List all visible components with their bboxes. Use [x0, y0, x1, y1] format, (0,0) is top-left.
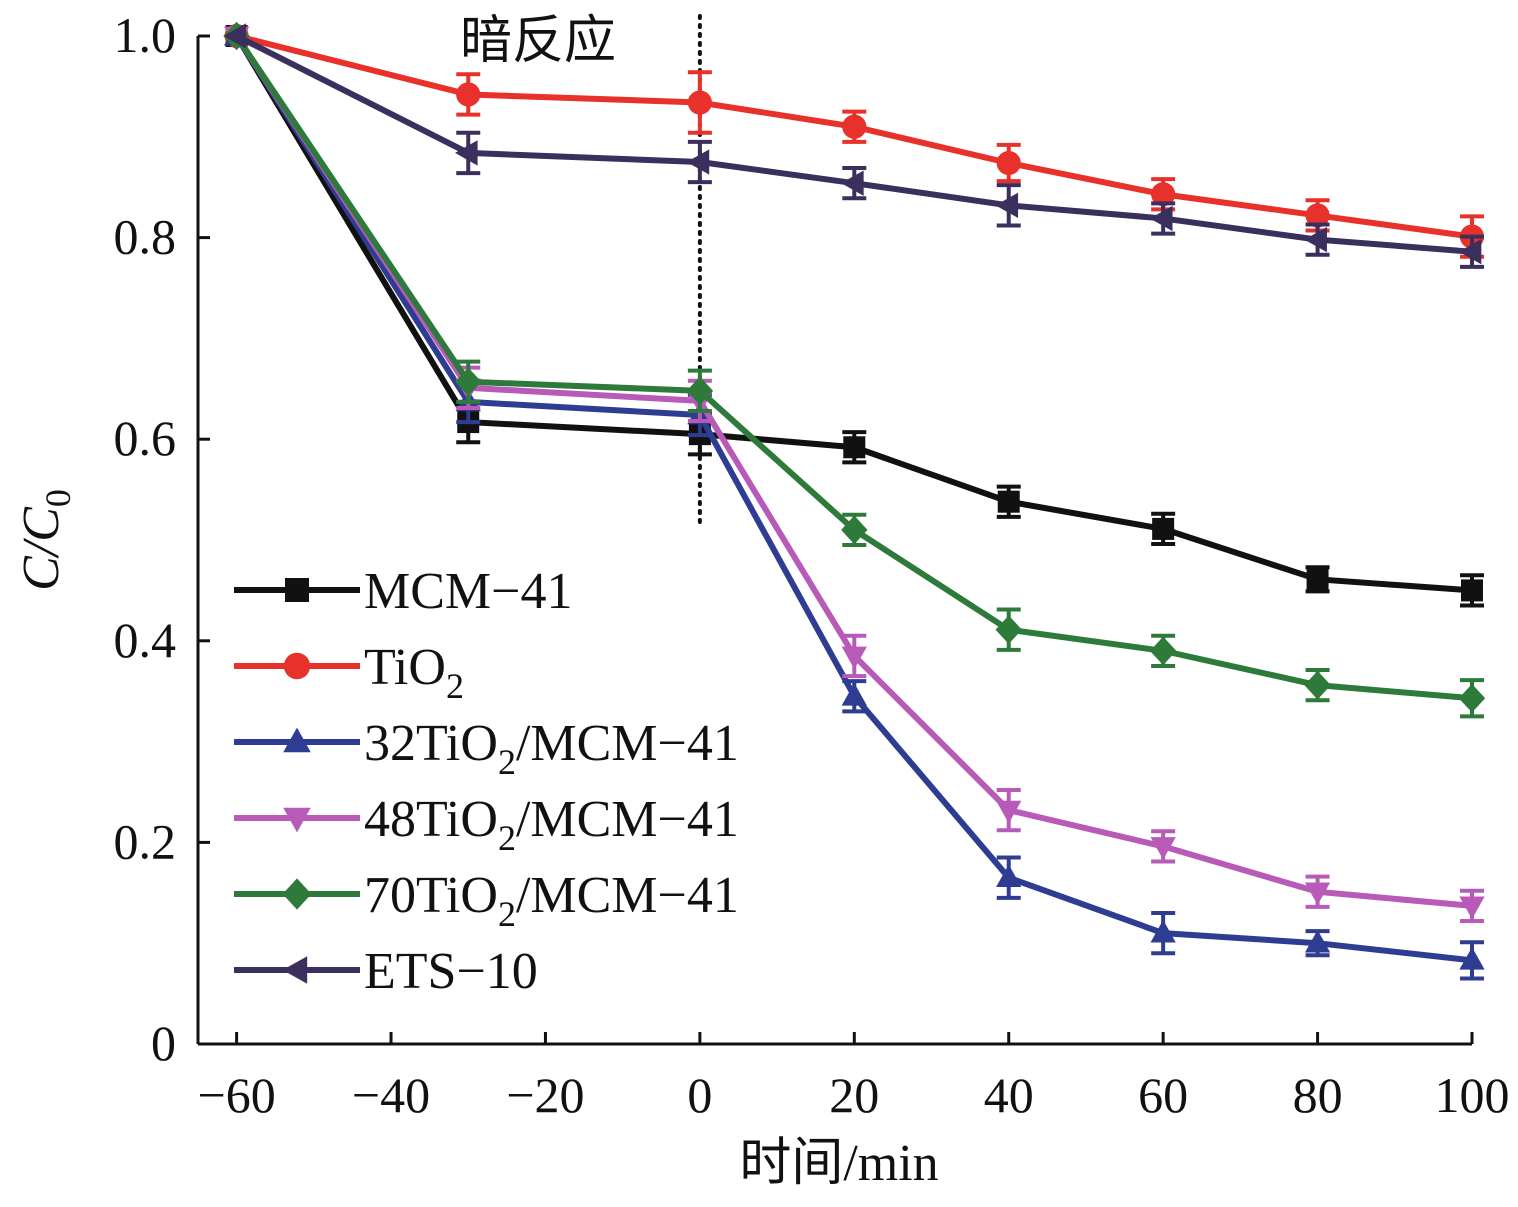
- data-point: [841, 683, 867, 706]
- legend-item: 70TiO2/MCM−41: [234, 867, 739, 934]
- series-triangle-down: [223, 26, 1485, 924]
- data-point: [996, 150, 1021, 176]
- x-tick-label: 20: [829, 1067, 879, 1123]
- legend-marker: [285, 578, 309, 602]
- legend-marker: [283, 727, 311, 753]
- legend-item: 48TiO2/MCM−41: [234, 791, 739, 858]
- series-triangle-left: [223, 23, 1484, 269]
- data-point: [1150, 837, 1176, 860]
- data-point: [455, 367, 482, 397]
- legend-item: TiO2: [234, 639, 464, 706]
- data-point: [843, 436, 866, 459]
- legend-marker: [282, 878, 312, 910]
- legend-label: 32TiO2/MCM−41: [364, 715, 739, 782]
- legend-label: MCM−41: [364, 563, 572, 620]
- legend-label: TiO2: [364, 639, 464, 706]
- data-point: [1305, 203, 1330, 228]
- y-tick-label: 1.0: [114, 7, 177, 63]
- legend-item: MCM−41: [234, 563, 572, 620]
- annotation-layer: 暗反应: [460, 13, 702, 530]
- legend-marker: [283, 652, 311, 680]
- legend-marker: [283, 807, 311, 833]
- data-point: [1459, 896, 1485, 920]
- data-point: [1149, 205, 1173, 232]
- data-point: [455, 140, 478, 166]
- legend-label: 70TiO2/MCM−41: [364, 867, 739, 934]
- series-layer: [223, 21, 1486, 981]
- series-line: [234, 34, 1473, 594]
- data-point: [1149, 636, 1177, 666]
- data-point: [1152, 517, 1175, 540]
- legend-marker: [282, 956, 308, 984]
- data-point: [841, 170, 864, 196]
- dark-reaction-label: 暗反应: [460, 13, 616, 70]
- x-tick-label: 100: [1435, 1067, 1510, 1123]
- y-tick-label: 0: [151, 1015, 176, 1071]
- legend: MCM−41 TiO2 32TiO2/MCM−41 48TiO2/MCM−41 70Ti…: [234, 563, 739, 1000]
- y-tick-label: 0.6: [114, 410, 177, 466]
- data-point: [995, 615, 1022, 645]
- y-axis-title: C/C0: [13, 489, 78, 591]
- data-point: [1304, 930, 1331, 953]
- data-point: [996, 800, 1022, 824]
- x-tick-label: 60: [1138, 1067, 1188, 1123]
- data-point: [841, 515, 868, 545]
- data-point: [1150, 919, 1176, 943]
- y-tick-label: 0.4: [114, 612, 177, 668]
- y-tick-label: 0.2: [114, 813, 177, 869]
- series-line: [234, 34, 1473, 909]
- x-axis-title: 时间/min: [739, 1135, 938, 1192]
- series-diamond: [223, 21, 1486, 719]
- series-line: [235, 33, 1473, 255]
- x-tick-label: −20: [506, 1067, 584, 1123]
- x-tick-label: 0: [687, 1067, 712, 1123]
- data-point: [996, 864, 1022, 888]
- legend-label: ETS−10: [364, 943, 538, 1000]
- data-point: [687, 90, 712, 115]
- data-point: [456, 82, 481, 107]
- data-point: [1458, 239, 1482, 265]
- axes: −60 −40 −20 0 20 40 60 80 100 0 0.2 0.4 0.6 0.8 1.0 时间/…: [13, 7, 1510, 1192]
- data-point: [995, 192, 1019, 218]
- data-point: [1306, 568, 1329, 591]
- data-point: [1304, 670, 1331, 700]
- legend-item: 32TiO2/MCM−41: [234, 715, 739, 782]
- data-point: [841, 646, 867, 670]
- data-point: [686, 149, 710, 175]
- data-point: [997, 490, 1020, 513]
- x-tick-label: 80: [1293, 1067, 1343, 1123]
- series-line: [235, 33, 1473, 240]
- data-point: [1304, 226, 1327, 253]
- data-point: [842, 114, 867, 139]
- legend-item: ETS−10: [234, 943, 538, 1000]
- series-line: [234, 34, 1473, 702]
- y-tick-label: 0.8: [114, 209, 177, 265]
- data-point: [1461, 579, 1483, 602]
- data-point: [1458, 683, 1486, 713]
- data-point: [223, 23, 246, 49]
- data-point: [1459, 947, 1485, 970]
- data-point: [1151, 182, 1176, 207]
- x-tick-label: −40: [352, 1067, 430, 1123]
- series-circle: [224, 23, 1485, 259]
- x-tick-label: 40: [984, 1067, 1034, 1123]
- series-line: [234, 34, 1473, 964]
- data-point: [1304, 882, 1331, 905]
- data-point: [686, 376, 714, 406]
- x-tick-label: −60: [198, 1067, 276, 1123]
- legend-label: 48TiO2/MCM−41: [364, 791, 739, 858]
